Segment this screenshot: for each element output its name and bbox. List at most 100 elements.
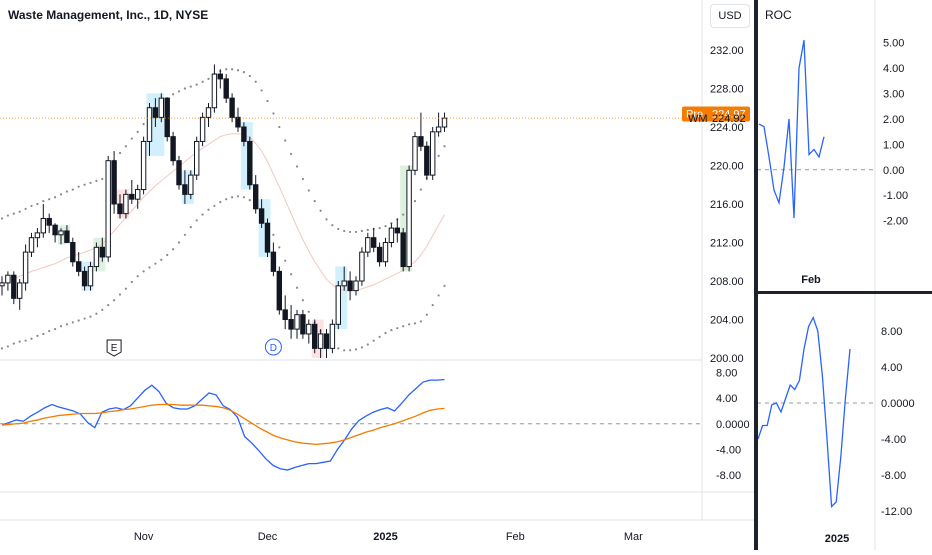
candle-body: [406, 169, 412, 268]
roc-tick-label: 0.00: [883, 165, 904, 177]
bollinger-lower-dot: [148, 266, 151, 269]
bollinger-upper-dot: [248, 74, 251, 78]
bollinger-upper-dot: [136, 130, 139, 133]
bollinger-lower-dot: [431, 303, 434, 307]
candle-body: [182, 184, 188, 195]
bollinger-lower-dot: [24, 339, 27, 342]
bollinger-lower-dot: [413, 322, 417, 325]
bollinger-lower-dot: [195, 219, 198, 222]
time-tick-label: Feb: [506, 531, 525, 543]
candle-body: [347, 280, 353, 292]
chart-title: Waste Management, Inc., 1D, NYSE: [8, 8, 209, 22]
bollinger-lower-dot: [301, 299, 304, 302]
bollinger-upper-dot: [177, 90, 181, 93]
bollinger-upper-dot: [42, 200, 45, 203]
roc-time-tick: Feb: [801, 274, 821, 286]
roc-chart-svg[interactable]: 5.00 4.00 3.00 2.00 1.00 0.00 -1.00 -2.00 Feb: [757, 0, 932, 292]
bollinger-lower-dot: [113, 299, 116, 302]
price-tick-label: 212.00: [710, 238, 744, 250]
bollinger-lower-dot: [354, 348, 358, 351]
candle-body: [87, 266, 94, 287]
bollinger-lower-dot: [136, 275, 139, 278]
pane-divider-horizontal[interactable]: [757, 291, 932, 294]
bollinger-lower-dot: [160, 258, 163, 261]
bollinger-upper-dot: [325, 218, 328, 221]
bollinger-upper-dot: [54, 196, 57, 199]
bollinger-lower-dot: [177, 241, 181, 244]
currency-button[interactable]: USD: [710, 4, 750, 28]
price-tick-label: 200.00: [710, 353, 744, 365]
candle-body: [371, 237, 377, 248]
bollinger-upper-dot: [118, 151, 122, 155]
candle-body: [158, 97, 165, 118]
bollinger-lower-dot: [366, 343, 369, 346]
roc-tick-label: -1.00: [883, 190, 908, 202]
symbol-label: WM: [688, 113, 708, 125]
bollinger-lower-dot: [201, 213, 204, 216]
bollinger-upper-dot: [384, 225, 387, 228]
bollinger-lower-dot: [77, 319, 80, 322]
bollinger-lower-dot: [130, 280, 133, 284]
candle-body: [341, 280, 347, 287]
secondary-indicator-pane[interactable]: 8.00 4.00 0.0000 -4.00 -8.00 -12.00 2025: [757, 294, 932, 550]
bollinger-lower-dot: [107, 303, 110, 307]
bollinger-lower-dot: [219, 200, 222, 204]
main-chart-pane[interactable]: 232.00 228.00 224.00 220.00 216.00 212.00 208.…: [0, 0, 756, 550]
candle-body: [205, 107, 212, 118]
bollinger-upper-dot: [278, 125, 281, 129]
bollinger-lower-dot: [166, 253, 169, 257]
candle-body: [282, 309, 288, 320]
bollinger-upper-dot: [266, 99, 269, 103]
pre-price-label: 224.97: [712, 109, 746, 121]
bollinger-upper-dot: [437, 154, 440, 157]
bollinger-lower-dot: [425, 313, 428, 316]
candle-body: [152, 107, 159, 118]
pane-divider-vertical[interactable]: [754, 0, 758, 550]
bollinger-upper-dot: [242, 71, 245, 74]
bollinger-lower-dot: [6, 345, 9, 348]
candle-body: [382, 242, 389, 263]
price-tick-label: 204.00: [710, 315, 744, 327]
bollinger-lower-dot: [183, 233, 186, 236]
bollinger-lower-dot: [349, 349, 352, 352]
time-tick-label: Nov: [134, 531, 154, 543]
candle-body: [58, 230, 64, 236]
secondary-tick-label: 0.0000: [881, 398, 915, 410]
candle-body: [76, 261, 82, 272]
candle-body: [412, 136, 418, 171]
bollinger-basis-line: [1, 133, 445, 292]
pre-tag-label: Pre: [686, 109, 703, 121]
candle-body: [312, 323, 318, 349]
bollinger-lower-dot: [101, 308, 104, 311]
time-tick-label: 2025: [373, 531, 397, 543]
bollinger-upper-dot: [343, 229, 346, 233]
price-chart-svg[interactable]: 232.00 228.00 224.00 220.00 216.00 212.00 208.…: [0, 0, 756, 550]
highlight-zone: [93, 237, 106, 272]
roc-pane[interactable]: 5.00 4.00 3.00 2.00 1.00 0.00 -1.00 -2.00 Feb RO…: [757, 0, 932, 292]
candle-body: [117, 203, 123, 215]
candle-body: [329, 323, 336, 349]
candle-body: [430, 131, 436, 176]
bollinger-upper-dot: [207, 77, 210, 80]
roc-tick-label: 3.00: [883, 89, 904, 101]
earnings-icon: [106, 339, 122, 357]
bollinger-upper-dot: [18, 210, 21, 213]
bollinger-upper-dot: [402, 213, 405, 216]
bollinger-lower-dot: [337, 347, 340, 350]
price-tick-label: 228.00: [710, 84, 744, 96]
price-tick-label: 208.00: [710, 276, 744, 288]
highlight-zone: [258, 199, 271, 257]
candle-body: [418, 136, 424, 147]
time-tick-label: Mar: [624, 531, 643, 543]
candle-body: [335, 285, 342, 325]
bollinger-upper-dot: [59, 193, 63, 196]
candle-body: [217, 73, 224, 80]
bollinger-upper-dot: [272, 112, 275, 115]
candle-body: [123, 193, 129, 215]
time-tick-label: Dec: [258, 531, 278, 543]
secondary-tick-label: -4.00: [881, 434, 906, 446]
secondary-chart-svg[interactable]: 8.00 4.00 0.0000 -4.00 -8.00 -12.00 2025: [757, 294, 932, 550]
highlight-zone: [117, 189, 129, 219]
candle-body: [288, 319, 294, 330]
bollinger-upper-dot: [124, 145, 127, 148]
